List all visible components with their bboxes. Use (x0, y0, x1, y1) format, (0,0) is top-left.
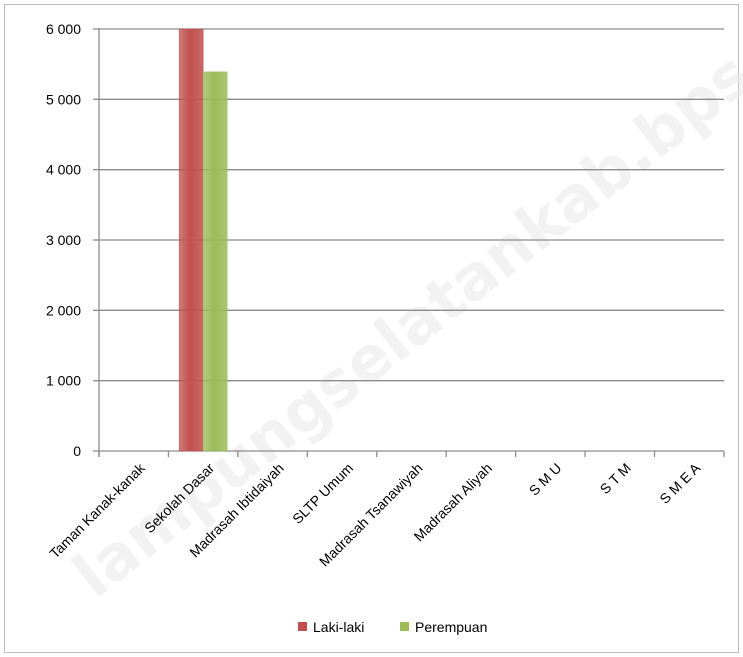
legend-label: Perempuan (415, 619, 487, 635)
x-category-label: SLTP Umum (289, 460, 356, 527)
x-category-label: S T M (597, 460, 634, 497)
y-tick-label: 0 (73, 443, 81, 459)
bars (178, 28, 228, 452)
legend: Laki-laki Perempuan (298, 619, 487, 635)
y-tick-label: 3 000 (46, 232, 81, 248)
y-tick-label: 4 000 (46, 162, 81, 178)
y-axis-tick-labels: 0 1 000 2 000 3 000 4 000 5 000 6 000 (46, 21, 81, 459)
legend-swatch-laki-laki (298, 622, 307, 631)
chart-frame (4, 4, 739, 653)
y-tick-label: 1 000 (46, 373, 81, 389)
bar-laki-laki-1 (178, 28, 204, 452)
legend-label: Laki-laki (313, 619, 364, 635)
legend-swatch-perempuan (400, 622, 409, 631)
x-category-label: S M U (526, 460, 565, 499)
y-tick-label: 6 000 (46, 21, 81, 37)
y-tick-label: 2 000 (46, 302, 81, 318)
x-category-label: S M E A (656, 459, 704, 507)
y-tick-label: 5 000 (46, 91, 81, 107)
bar-perempuan-1 (202, 71, 228, 452)
